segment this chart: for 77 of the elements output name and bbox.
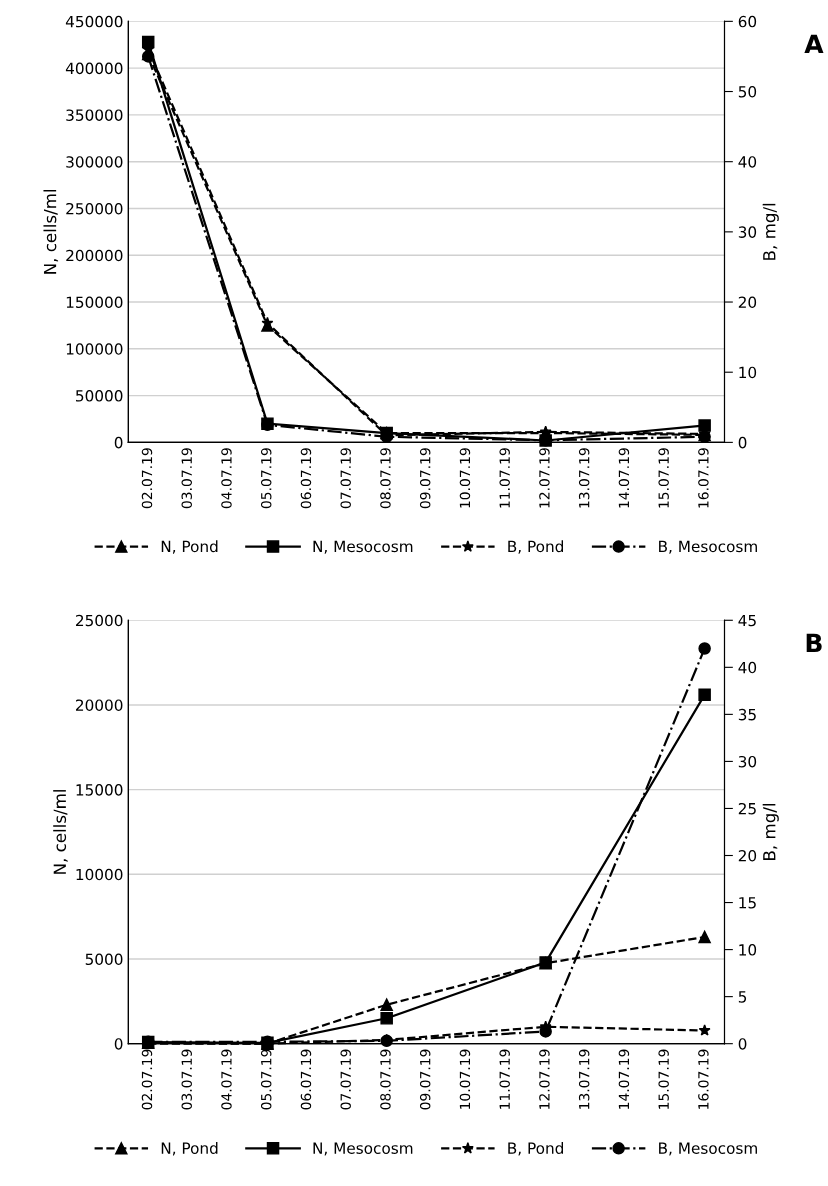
- x-tick-label: 11.07.19: [499, 448, 510, 508]
- y-tick-label: 20000: [76, 699, 123, 711]
- x-tick-label: 15.07.19: [658, 448, 669, 508]
- x-tick-label: 13.07.19: [578, 1049, 590, 1109]
- y2-tick-label: 40: [738, 156, 757, 168]
- y-tick-label: 0: [114, 436, 123, 449]
- y-tick-label: 350000: [66, 109, 123, 121]
- x-tick-label: 14.07.19: [618, 448, 630, 508]
- legend-label: B, Pond: [508, 540, 563, 554]
- y2-tick-label: 5: [738, 991, 747, 1003]
- x-tick-label: 11.07.19: [499, 1049, 510, 1109]
- x-tick-label: 14.07.19: [618, 1049, 630, 1109]
- y-tick-label: 50000: [76, 390, 123, 402]
- y2-axis-title: B, mg/l: [762, 203, 779, 260]
- legend-label: B, Mesocosm: [659, 1142, 757, 1156]
- x-tick-label: 06.07.19: [300, 1049, 312, 1110]
- x-tick-label: 12.07.19: [539, 1049, 550, 1109]
- y-tick-label: 100000: [66, 343, 123, 355]
- y-tick-label: 0: [114, 1038, 123, 1050]
- x-tick-label: 08.07.19: [380, 1049, 391, 1110]
- x-tick-label: 03.07.19: [181, 1049, 192, 1110]
- y2-tick-label: 10: [739, 944, 757, 956]
- y2-tick-label: 20: [738, 296, 757, 309]
- x-tick-label: 10.07.19: [459, 448, 471, 508]
- y2-tick-label: 40: [738, 661, 757, 674]
- y-tick-label: 5000: [85, 953, 123, 966]
- x-tick-label: 09.07.19: [419, 1049, 431, 1110]
- y2-tick-label: 30: [738, 226, 757, 238]
- x-tick-label: 12.07.19: [539, 448, 550, 508]
- x-tick-label: 02.07.19: [141, 448, 153, 509]
- y2-tick-label: 0: [738, 436, 747, 449]
- x-tick-label: 02.07.19: [141, 1049, 153, 1110]
- legend-label: B, Mesocosm: [659, 540, 757, 554]
- y2-axis-title: B, mg/l: [762, 804, 779, 860]
- legend-label: N, Pond: [161, 540, 218, 554]
- x-tick-label: 04.07.19: [221, 1049, 232, 1110]
- x-tick-label: 06.07.19: [300, 448, 312, 509]
- y-axis-title: N, cells/ml: [53, 790, 68, 874]
- y2-tick-label: 20: [738, 849, 757, 862]
- y-tick-label: 300000: [66, 156, 123, 168]
- y2-tick-label: 15: [739, 897, 756, 909]
- x-tick-label: 15.07.19: [658, 1049, 669, 1109]
- legend-label: N, Mesocosm: [313, 540, 413, 554]
- y-tick-label: 15000: [76, 784, 123, 796]
- text: B: [806, 633, 822, 652]
- y2-tick-label: 0: [738, 1038, 747, 1050]
- x-tick-label: 10.07.19: [459, 1049, 471, 1109]
- y-axis-title: N, cells/ml: [43, 189, 59, 274]
- x-tick-label: 08.07.19: [380, 448, 391, 509]
- x-tick-label: 16.07.19: [698, 448, 709, 508]
- y2-tick-label: 45: [738, 614, 756, 627]
- y-tick-label: 450000: [65, 15, 123, 28]
- x-tick-label: 07.07.19: [340, 448, 351, 509]
- legend-label: N, Mesocosm: [313, 1142, 413, 1156]
- y2-tick-label: 25: [738, 802, 756, 815]
- y2-tick-label: 60: [738, 15, 757, 28]
- y-tick-label: 250000: [66, 202, 123, 215]
- y2-tick-label: 50: [738, 85, 757, 98]
- y-tick-label: 10000: [76, 868, 123, 881]
- y-tick-label: 200000: [66, 249, 123, 262]
- x-tick-label: 16.07.19: [698, 1049, 709, 1109]
- y2-tick-label: 10: [739, 366, 757, 379]
- legend-label: N, Pond: [161, 1142, 218, 1156]
- legend-label: B, Pond: [508, 1142, 563, 1156]
- y2-tick-label: 30: [738, 755, 757, 768]
- x-tick-label: 05.07.19: [260, 448, 272, 509]
- y-tick-label: 400000: [65, 62, 123, 75]
- x-tick-label: 05.07.19: [260, 1049, 272, 1110]
- x-tick-label: 07.07.19: [340, 1049, 351, 1110]
- text: A: [804, 34, 824, 53]
- x-tick-label: 09.07.19: [419, 448, 431, 509]
- x-tick-label: 13.07.19: [578, 448, 590, 508]
- x-tick-label: 03.07.19: [181, 448, 192, 509]
- x-tick-label: 04.07.19: [221, 448, 232, 509]
- y2-tick-label: 35: [738, 708, 756, 721]
- y-tick-label: 150000: [66, 296, 123, 309]
- y-tick-label: 25000: [76, 614, 123, 627]
